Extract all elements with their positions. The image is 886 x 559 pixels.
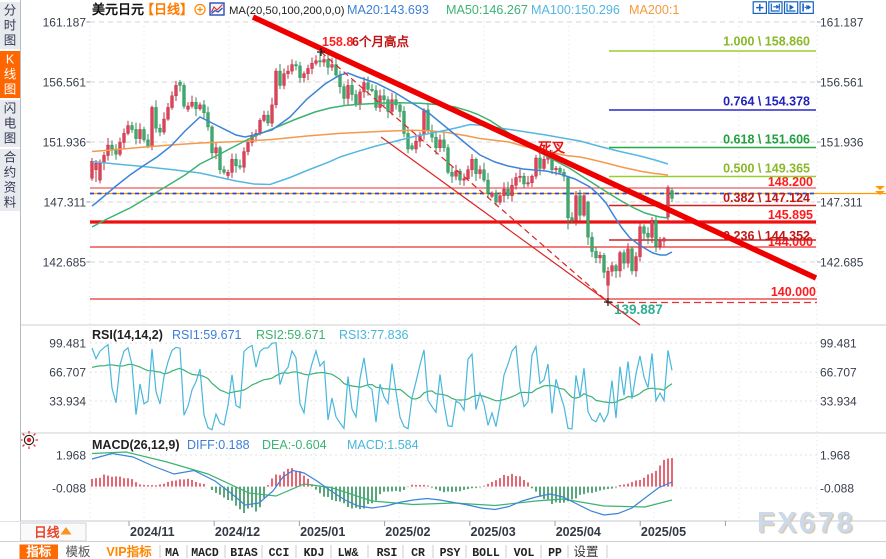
svg-text:139.887: 139.887 bbox=[614, 302, 663, 317]
svg-text:2025/03: 2025/03 bbox=[471, 525, 516, 539]
svg-text:6个月高点: 6个月高点 bbox=[352, 34, 409, 49]
svg-text:闪: 闪 bbox=[4, 102, 17, 116]
svg-text:2025/04: 2025/04 bbox=[556, 525, 601, 539]
svg-text:0.382 \ 147.124: 0.382 \ 147.124 bbox=[723, 191, 810, 205]
svg-text:DEA:-0.604: DEA:-0.604 bbox=[262, 438, 327, 452]
svg-text:MA50:146.267: MA50:146.267 bbox=[446, 3, 528, 17]
svg-text:161.187: 161.187 bbox=[820, 16, 864, 30]
svg-text:-0.088: -0.088 bbox=[52, 482, 86, 496]
svg-text:日线: 日线 bbox=[34, 525, 60, 540]
svg-text:分: 分 bbox=[4, 4, 17, 18]
svg-text:MACD:1.584: MACD:1.584 bbox=[347, 438, 419, 452]
svg-text:CCI: CCI bbox=[269, 547, 290, 559]
svg-text:145.895: 145.895 bbox=[768, 208, 813, 222]
svg-text:144.000: 144.000 bbox=[768, 235, 813, 249]
svg-text:MACD: MACD bbox=[191, 547, 219, 559]
svg-text:0.618 \ 151.606: 0.618 \ 151.606 bbox=[723, 133, 810, 147]
svg-text:MA(20,50,100,200,0,0): MA(20,50,100,200,0,0) bbox=[229, 5, 345, 17]
svg-text:线: 线 bbox=[4, 68, 17, 82]
svg-text:图: 图 bbox=[4, 132, 17, 146]
svg-text:RSI1:59.671: RSI1:59.671 bbox=[172, 328, 242, 342]
svg-text:66.707: 66.707 bbox=[820, 366, 857, 380]
svg-text:RSI: RSI bbox=[377, 547, 398, 559]
svg-text:合: 合 bbox=[4, 150, 17, 165]
svg-text:142.685: 142.685 bbox=[43, 256, 87, 270]
svg-text:KDJ: KDJ bbox=[304, 547, 325, 559]
svg-text:电: 电 bbox=[4, 117, 17, 131]
svg-text:资: 资 bbox=[4, 181, 17, 195]
svg-text:158.8: 158.8 bbox=[322, 35, 353, 49]
svg-text:死叉: 死叉 bbox=[537, 141, 566, 156]
svg-text:K: K bbox=[6, 53, 15, 67]
svg-text:RSI(14,14,2): RSI(14,14,2) bbox=[92, 328, 163, 342]
svg-text:161.187: 161.187 bbox=[43, 16, 87, 30]
svg-text:时: 时 bbox=[4, 19, 17, 33]
svg-text:2025/02: 2025/02 bbox=[385, 525, 430, 539]
svg-text:33.934: 33.934 bbox=[49, 395, 86, 409]
svg-text:0.500 \ 149.365: 0.500 \ 149.365 bbox=[723, 162, 810, 176]
svg-text:2025/01: 2025/01 bbox=[300, 525, 345, 539]
svg-text:PSY: PSY bbox=[440, 547, 461, 559]
svg-text:图: 图 bbox=[4, 83, 17, 97]
svg-text:1.968: 1.968 bbox=[820, 449, 850, 463]
svg-text:图: 图 bbox=[4, 34, 17, 48]
svg-text:151.936: 151.936 bbox=[820, 136, 864, 150]
svg-text:2025/05: 2025/05 bbox=[641, 525, 686, 539]
svg-text:设置: 设置 bbox=[573, 544, 598, 559]
svg-text:142.685: 142.685 bbox=[820, 256, 864, 270]
svg-text:VIP指标: VIP指标 bbox=[106, 544, 152, 559]
svg-text:-0.088: -0.088 bbox=[820, 482, 854, 496]
svg-text:140.000: 140.000 bbox=[771, 285, 816, 299]
svg-text:147.311: 147.311 bbox=[44, 196, 87, 210]
svg-text:VOL: VOL bbox=[514, 547, 535, 559]
svg-text:MA20:143.693: MA20:143.693 bbox=[347, 3, 429, 17]
svg-text:BOLL: BOLL bbox=[472, 547, 500, 559]
svg-text:99.481: 99.481 bbox=[820, 337, 857, 351]
svg-text:151.936: 151.936 bbox=[43, 136, 87, 150]
svg-text:156.561: 156.561 bbox=[43, 76, 87, 90]
svg-text:33.934: 33.934 bbox=[820, 395, 857, 409]
svg-text:RSI2:59.671: RSI2:59.671 bbox=[256, 328, 326, 342]
svg-text:RSI3:77.836: RSI3:77.836 bbox=[339, 328, 409, 342]
svg-text:【日线】: 【日线】 bbox=[141, 2, 193, 17]
svg-text:PP: PP bbox=[548, 547, 562, 559]
svg-text:99.481: 99.481 bbox=[49, 337, 86, 351]
svg-text:LW&: LW& bbox=[338, 547, 359, 559]
svg-text:0.236 \ 144.352: 0.236 \ 144.352 bbox=[723, 229, 810, 243]
svg-text:CR: CR bbox=[411, 547, 425, 559]
svg-text:约: 约 bbox=[4, 165, 17, 180]
svg-text:147.311: 147.311 bbox=[820, 196, 863, 210]
svg-text:1.000 \ 158.860: 1.000 \ 158.860 bbox=[723, 35, 810, 49]
svg-text:模板: 模板 bbox=[65, 545, 91, 559]
svg-text:148.200: 148.200 bbox=[768, 175, 813, 189]
svg-text:指标: 指标 bbox=[26, 544, 52, 559]
svg-text:1.968: 1.968 bbox=[56, 449, 86, 463]
svg-text:66.707: 66.707 bbox=[49, 366, 86, 380]
svg-text:FX678: FX678 bbox=[757, 507, 855, 539]
svg-text:FX678: FX678 bbox=[759, 509, 857, 541]
svg-text:MA100:150.296: MA100:150.296 bbox=[531, 3, 620, 17]
svg-text:156.561: 156.561 bbox=[820, 76, 864, 90]
svg-text:MACD(26,12,9): MACD(26,12,9) bbox=[92, 438, 180, 452]
svg-text:0.764 \ 154.378: 0.764 \ 154.378 bbox=[723, 95, 810, 109]
svg-text:MA200:1: MA200:1 bbox=[629, 3, 679, 17]
svg-text:DIFF:0.188: DIFF:0.188 bbox=[187, 438, 250, 452]
svg-text:2024/11: 2024/11 bbox=[130, 525, 175, 539]
svg-text:BIAS: BIAS bbox=[230, 547, 258, 559]
svg-text:MA: MA bbox=[165, 547, 179, 559]
svg-text:美元日元: 美元日元 bbox=[92, 2, 144, 17]
svg-text:2024/12: 2024/12 bbox=[215, 525, 260, 539]
svg-text:料: 料 bbox=[4, 196, 17, 210]
